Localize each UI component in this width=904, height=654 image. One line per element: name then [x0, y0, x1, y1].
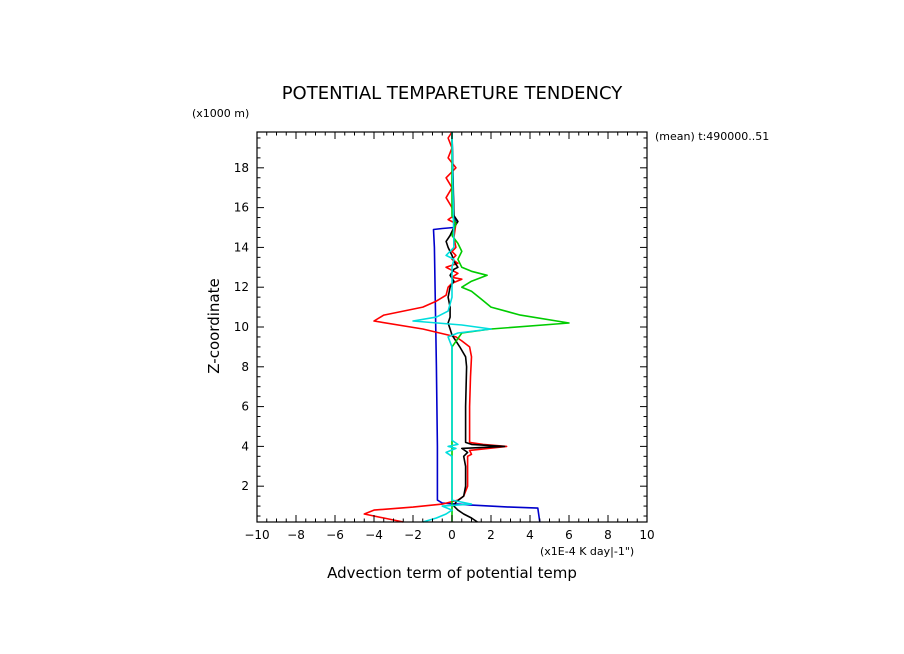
y-axis-label: Z-coordinate: [205, 278, 223, 373]
x-tick-label: −2: [404, 528, 422, 542]
x-tick-label: 10: [639, 528, 654, 542]
x-tick-label: 6: [565, 528, 573, 542]
y-tick-label: 2: [241, 479, 249, 493]
annotation-label: (mean) t:490000..51: [655, 130, 769, 143]
series-line-5: [412, 131, 492, 523]
y-tick-label: 12: [234, 280, 249, 294]
y-tick-label: 4: [241, 439, 249, 453]
y-tick-label: 18: [234, 161, 249, 175]
x-tick-label: −4: [365, 528, 383, 542]
y-tick-label: 16: [234, 201, 249, 215]
x-tick-label: −10: [244, 528, 269, 542]
x-tick-label: 2: [487, 528, 495, 542]
y-tick-label: 14: [234, 240, 249, 254]
chart-title: POTENTIAL TEMPARETURE TENDENCY: [282, 83, 624, 104]
x-tick-label: 4: [526, 528, 534, 542]
series-line-1: [432, 131, 541, 523]
x-tick-label: 0: [448, 528, 456, 542]
plot-series: [363, 131, 570, 523]
y-unit-label: (x1000 m): [192, 107, 249, 120]
series-line-4: [451, 132, 570, 522]
x-unit-label: (x1E-4 K day|-1"): [540, 545, 634, 558]
x-axis-label: Advection term of potential temp: [327, 564, 577, 582]
y-tick-label: 10: [234, 320, 249, 334]
x-tick-label: 8: [604, 528, 612, 542]
x-axis: −10 −8 −6 −4 −2 0 2 4 6 8 10: [244, 132, 655, 542]
x-tick-label: −8: [287, 528, 305, 542]
x-tick-label: −6: [326, 528, 344, 542]
y-tick-label: 8: [241, 360, 249, 374]
y-axis: 2 4 6 8 10 12 14 16 18: [234, 137, 647, 517]
y-tick-label: 6: [241, 400, 249, 414]
